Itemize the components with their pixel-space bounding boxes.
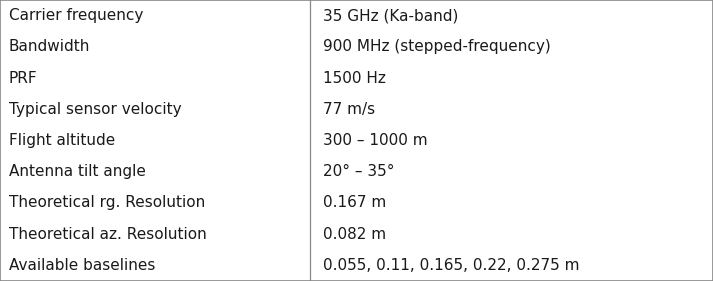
Text: PRF: PRF [9, 71, 37, 85]
Text: Carrier frequency: Carrier frequency [9, 8, 143, 23]
Text: 0.167 m: 0.167 m [323, 196, 386, 210]
Text: Antenna tilt angle: Antenna tilt angle [9, 164, 145, 179]
Text: Theoretical rg. Resolution: Theoretical rg. Resolution [9, 196, 205, 210]
Text: 0.082 m: 0.082 m [323, 227, 386, 242]
Text: 900 MHz (stepped-frequency): 900 MHz (stepped-frequency) [323, 39, 550, 54]
Text: 1500 Hz: 1500 Hz [323, 71, 386, 85]
Text: Flight altitude: Flight altitude [9, 133, 115, 148]
Text: 35 GHz (Ka-band): 35 GHz (Ka-band) [323, 8, 458, 23]
Text: 77 m/s: 77 m/s [323, 102, 375, 117]
Text: Typical sensor velocity: Typical sensor velocity [9, 102, 181, 117]
Text: 20° – 35°: 20° – 35° [323, 164, 394, 179]
Text: Bandwidth: Bandwidth [9, 39, 90, 54]
Text: Theoretical az. Resolution: Theoretical az. Resolution [9, 227, 206, 242]
Text: 300 – 1000 m: 300 – 1000 m [323, 133, 428, 148]
Text: Available baselines: Available baselines [9, 258, 155, 273]
Text: 0.055, 0.11, 0.165, 0.22, 0.275 m: 0.055, 0.11, 0.165, 0.22, 0.275 m [323, 258, 580, 273]
